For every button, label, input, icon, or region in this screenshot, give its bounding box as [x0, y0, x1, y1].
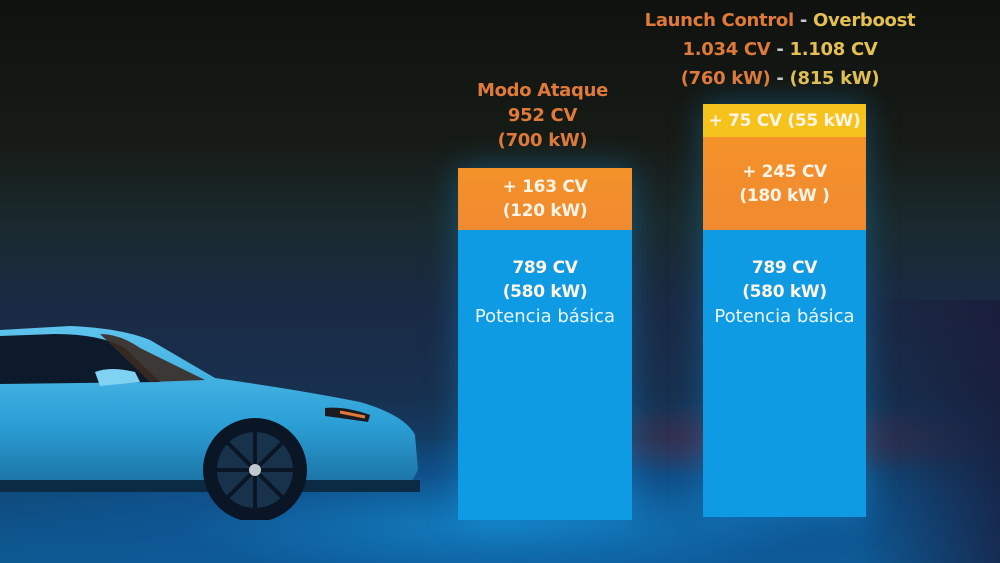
car-image	[0, 326, 420, 520]
bar2-total-cv-overboost: 1.108 CV	[789, 39, 878, 60]
bar1-base-label: Potencia básica	[474, 306, 616, 327]
bar2-overboost-segment: + 75 CV (55 kW)	[703, 104, 866, 137]
bar2-base-segment: 789 CV (580 kW) Potencia básica	[703, 230, 866, 517]
bar1-boost-segment: + 163 CV (120 kW)	[458, 168, 632, 230]
bar1-total-cv: 952 CV	[507, 105, 578, 126]
bar2-header: Launch Control - Overboost 1.034 CV - 1.…	[640, 8, 920, 91]
right-shade	[860, 300, 1000, 563]
bar2-title-overboost: Overboost	[812, 10, 916, 31]
bar1-boost-cv: + 163 CV	[502, 177, 588, 197]
bar2-boost-kw: (180 kW )	[739, 185, 830, 206]
bar2-overboost-text: + 75 CV (55 kW)	[708, 110, 861, 131]
bar2-total-kw-launch: (760 kW)	[680, 68, 771, 89]
bar2-title-launch: Launch Control	[644, 10, 795, 31]
bar2-base-kw: (580 kW)	[742, 282, 827, 302]
bar2-kw-sep: -	[776, 68, 784, 89]
bar2-base-cv: 789 CV	[751, 258, 818, 278]
bar1-base-segment: 789 CV (580 kW) Potencia básica	[458, 230, 632, 520]
bar1-title: Modo Ataque	[476, 80, 609, 101]
bar2-total-cv-launch: 1.034 CV	[682, 39, 771, 60]
bar-modo-ataque: + 163 CV (120 kW) 789 CV (580 kW) Potenc…	[458, 168, 632, 520]
bar1-base-kw: (580 kW)	[502, 282, 588, 302]
bar2-title-sep: -	[799, 10, 808, 31]
bar2-base-label: Potencia básica	[714, 306, 855, 327]
bar2-total-kw-overboost: (815 kW)	[789, 68, 880, 89]
bar-launch-control: + 75 CV (55 kW) + 245 CV (180 kW ) 789 C…	[703, 104, 866, 517]
bar1-total-kw: (700 kW)	[497, 130, 588, 151]
bar1-header: Modo Ataque 952 CV (700 kW)	[455, 78, 630, 153]
bar2-boost-cv: + 245 CV	[742, 161, 827, 182]
bar1-boost-kw: (120 kW)	[502, 201, 588, 221]
bar2-cv-sep: -	[776, 39, 784, 60]
bar1-base-cv: 789 CV	[512, 258, 578, 278]
bar2-boost-segment: + 245 CV (180 kW )	[703, 137, 866, 230]
